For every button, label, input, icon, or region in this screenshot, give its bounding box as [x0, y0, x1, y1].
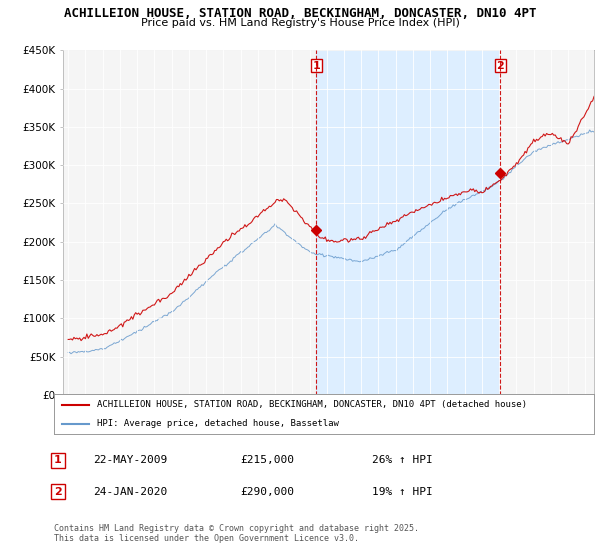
Text: HPI: Average price, detached house, Bassetlaw: HPI: Average price, detached house, Bass…: [97, 419, 339, 428]
Text: Price paid vs. HM Land Registry's House Price Index (HPI): Price paid vs. HM Land Registry's House …: [140, 18, 460, 29]
Text: £215,000: £215,000: [240, 455, 294, 465]
Text: 22-MAY-2009: 22-MAY-2009: [93, 455, 167, 465]
Text: 2: 2: [497, 60, 504, 71]
Text: 19% ↑ HPI: 19% ↑ HPI: [372, 487, 433, 497]
Text: Contains HM Land Registry data © Crown copyright and database right 2025.
This d: Contains HM Land Registry data © Crown c…: [54, 524, 419, 543]
Text: 1: 1: [312, 60, 320, 71]
Text: ACHILLEION HOUSE, STATION ROAD, BECKINGHAM, DONCASTER, DN10 4PT (detached house): ACHILLEION HOUSE, STATION ROAD, BECKINGH…: [97, 400, 527, 409]
Text: 2: 2: [54, 487, 62, 497]
Text: £290,000: £290,000: [240, 487, 294, 497]
Bar: [316, 50, 500, 395]
Text: 24-JAN-2020: 24-JAN-2020: [93, 487, 167, 497]
Text: 26% ↑ HPI: 26% ↑ HPI: [372, 455, 433, 465]
Text: ACHILLEION HOUSE, STATION ROAD, BECKINGHAM, DONCASTER, DN10 4PT: ACHILLEION HOUSE, STATION ROAD, BECKINGH…: [64, 7, 536, 20]
Text: 1: 1: [54, 455, 62, 465]
